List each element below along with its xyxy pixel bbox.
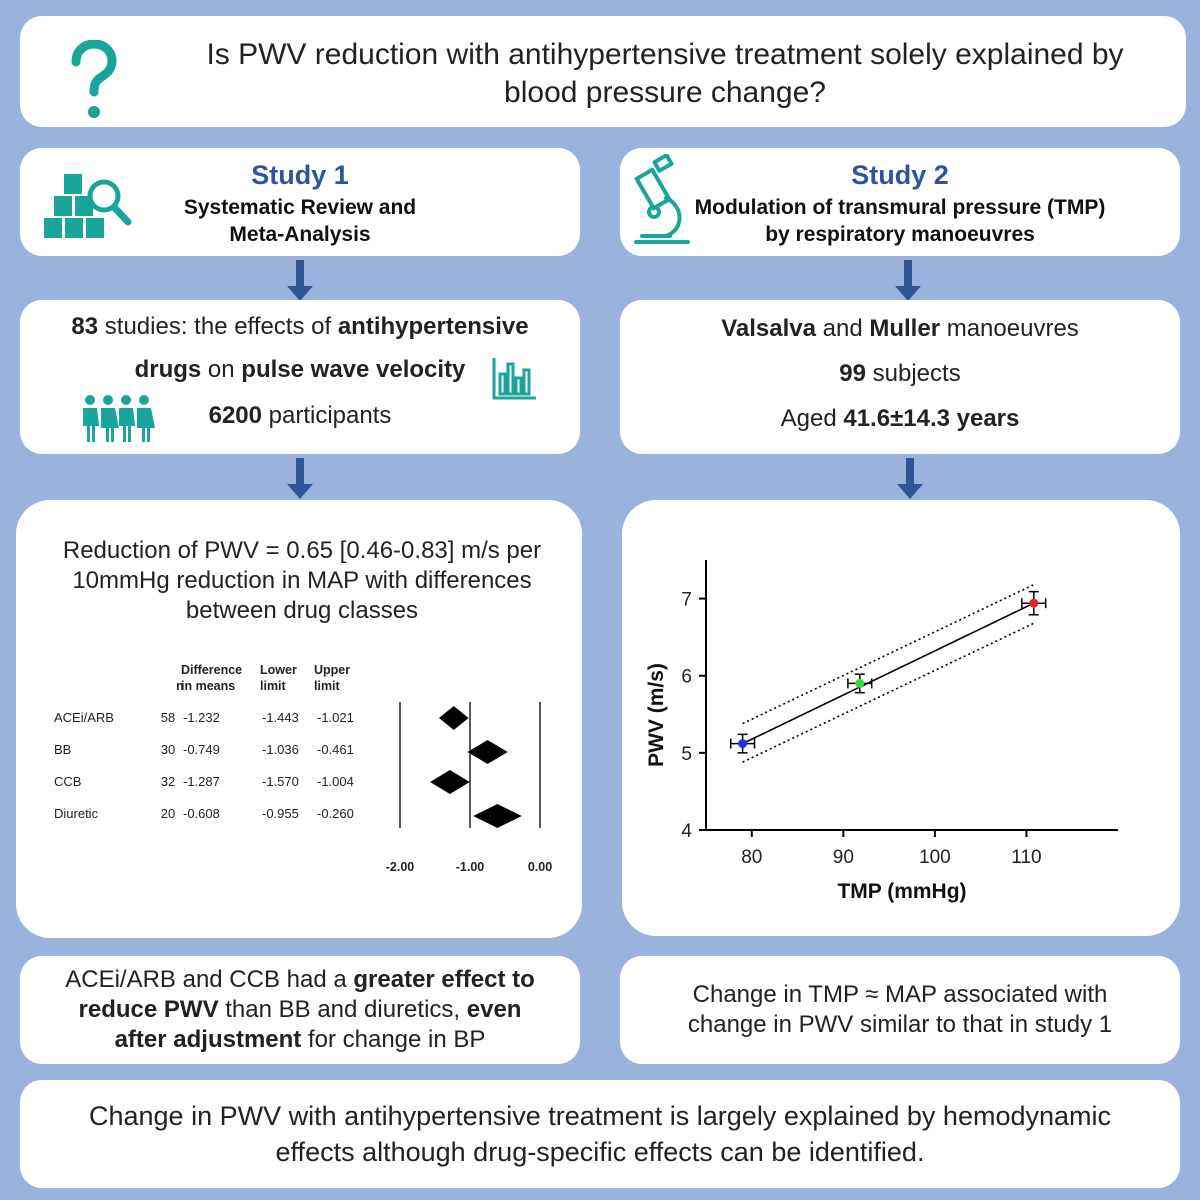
forest-row-label: BB (54, 742, 71, 757)
forest-row-lower: -1.036 (262, 742, 299, 757)
forest-row-diff: -1.287 (183, 774, 220, 789)
footer-box: Change in PWV with antihypertensive trea… (20, 1080, 1180, 1188)
forest-row-diff: -1.232 (183, 710, 220, 725)
forest-diamond (430, 770, 470, 794)
scatter-plot: 4 5 6 7 80 90 100 110 TMP (mmHg) PWV (m/s) (645, 560, 1118, 903)
study1-header: Study 1 Systematic Review and Meta-Analy… (20, 148, 580, 256)
study1-conclusion: ACEi/ARB and CCB had a greater effect to… (20, 956, 580, 1064)
y-tick-label: 7 (681, 590, 692, 611)
study1-subtitle-1: Systematic Review and (183, 196, 417, 219)
down-arrow-icon (287, 458, 313, 499)
regression-line (742, 602, 1035, 745)
forest-diamond (438, 706, 469, 730)
down-arrow-icon (897, 458, 923, 499)
forest-plot: n Difference in means Lower limit Upper limit A… (54, 663, 552, 874)
forest-row-label: ACEi/ARB (54, 710, 114, 725)
x-tick-label: 110 (1011, 847, 1041, 868)
study2-subtitle-1: Modulation of transmural pressure (TMP) (694, 196, 1106, 219)
study1-result-text: Reduction of PWV = 0.65 [0.46-0.83] m/s … (62, 537, 542, 624)
question-mark-icon (71, 40, 117, 118)
forest-row-n: 20 (161, 806, 175, 821)
study1-subtitle-2: Meta-Analysis (229, 223, 371, 246)
study2-age: Aged 41.6±14.3 years (780, 405, 1020, 432)
forest-column-header: n (176, 679, 184, 693)
boxes-magnifier-icon (44, 174, 132, 238)
down-arrow-icon (287, 260, 313, 301)
study1-details-line2: drugs on pulse wave velocity (134, 356, 466, 383)
study1-heading: Study 1 (251, 160, 349, 190)
forest-row-n: 58 (161, 710, 175, 725)
study1-participants: 6200 participants (208, 402, 392, 429)
data-point (738, 739, 748, 749)
forest-column-header: Upper (314, 663, 350, 677)
study2-conclusion: Change in TMP ≈ MAP associated with chan… (620, 956, 1180, 1064)
x-tick-label: 100 (919, 847, 951, 868)
forest-x-tick: -2.00 (386, 860, 415, 874)
forest-row-upper: -0.260 (317, 806, 354, 821)
study1-conclusion-text: ACEi/ARB and CCB had a greater effect to… (65, 966, 535, 1053)
forest-row-lower: -1.570 (262, 774, 299, 789)
x-axis-title: TMP (mmHg) (837, 880, 966, 903)
y-tick-label: 4 (681, 821, 692, 842)
data-point (855, 678, 865, 688)
forest-row-label: CCB (54, 774, 81, 789)
question-text: Is PWV reduction with antihypertensive t… (206, 38, 1124, 109)
question-box: Is PWV reduction with antihypertensive t… (20, 16, 1186, 127)
y-tick-label: 5 (681, 744, 692, 765)
forest-row-n: 32 (161, 774, 175, 789)
forest-row-diff: -0.749 (183, 742, 220, 757)
forest-row-upper: -0.461 (317, 742, 354, 757)
forest-row-lower: -1.443 (262, 710, 299, 725)
y-axis-title: PWV (m/s) (645, 663, 668, 767)
forest-column-header: limit (314, 679, 341, 693)
forest-row-upper: -1.004 (317, 774, 354, 789)
data-point (1029, 598, 1039, 608)
study2-header: Study 2 Modulation of transmural pressur… (620, 148, 1180, 256)
study2-subtitle-2: by respiratory manoeuvres (765, 223, 1035, 246)
y-tick-label: 6 (681, 667, 692, 688)
study2-results: 4 5 6 7 80 90 100 110 TMP (mmHg) PWV (m/s) (622, 500, 1180, 936)
forest-column-header: in means (181, 679, 235, 693)
forest-row-upper: -1.021 (317, 710, 354, 725)
forest-row-diff: -0.608 (183, 806, 220, 821)
forest-row-lower: -0.955 (262, 806, 299, 821)
ci-lower-line (742, 622, 1035, 763)
forest-diamond (473, 804, 522, 828)
forest-column-header: Lower (260, 663, 297, 677)
study2-details: Valsalva and Muller manoeuvres 99 subjec… (620, 300, 1180, 454)
footer-text: Change in PWV with antihypertensive trea… (88, 1101, 1112, 1167)
forest-diamond (467, 740, 508, 764)
people-group-icon (83, 395, 155, 442)
study2-heading: Study 2 (851, 160, 949, 190)
x-tick-label: 80 (741, 847, 762, 868)
study2-subjects: 99 subjects (839, 360, 961, 387)
forest-x-tick: -1.00 (456, 860, 485, 874)
x-tick-label: 90 (833, 847, 854, 868)
study1-details-line1: 83 studies: the effects of antihypertens… (71, 313, 529, 340)
forest-row-label: Diuretic (54, 806, 99, 821)
forest-column-header: limit (260, 679, 287, 693)
bar-chart-icon (492, 358, 536, 400)
study1-results: Reduction of PWV = 0.65 [0.46-0.83] m/s … (16, 500, 582, 938)
forest-row-n: 30 (161, 742, 175, 757)
microscope-icon (634, 154, 690, 244)
study2-details-line1: Valsalva and Muller manoeuvres (721, 315, 1079, 342)
forest-column-header: Difference (181, 663, 242, 677)
study2-conclusion-text: Change in TMP ≈ MAP associated with chan… (687, 981, 1113, 1038)
down-arrow-icon (895, 260, 921, 301)
ci-upper-line (742, 583, 1035, 725)
study1-details: 83 studies: the effects of antihypertens… (20, 300, 580, 454)
forest-x-tick: 0.00 (528, 860, 552, 874)
